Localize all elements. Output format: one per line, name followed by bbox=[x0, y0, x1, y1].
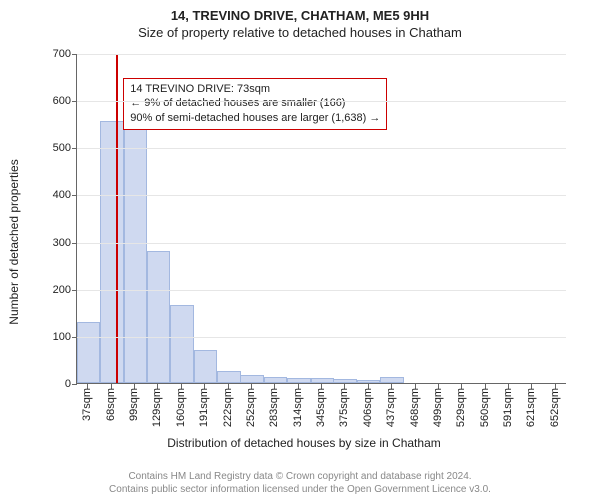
annotation-line2: ← 9% of detached houses are smaller (166… bbox=[130, 96, 380, 111]
xtick-label: 621sqm bbox=[525, 388, 537, 427]
histogram-bar bbox=[287, 378, 311, 383]
annotation-box: 14 TREVINO DRIVE: 73sqm ← 9% of detached… bbox=[123, 78, 387, 131]
xtick-label: 591sqm bbox=[502, 388, 514, 427]
ytick-mark bbox=[72, 337, 77, 338]
xtick-label: 252sqm bbox=[245, 388, 257, 427]
gridline bbox=[77, 101, 566, 102]
histogram-bar bbox=[77, 322, 101, 383]
gridline bbox=[77, 148, 566, 149]
histogram-bar bbox=[333, 379, 357, 383]
xtick-label: 406sqm bbox=[362, 388, 374, 427]
page-title-line2: Size of property relative to detached ho… bbox=[0, 23, 600, 40]
xtick-label: 345sqm bbox=[315, 388, 327, 427]
annotation-line1: 14 TREVINO DRIVE: 73sqm bbox=[130, 82, 380, 97]
gridline bbox=[77, 54, 566, 55]
histogram-bar bbox=[194, 350, 218, 383]
y-axis-label: Number of detached properties bbox=[7, 159, 21, 324]
xtick-label: 160sqm bbox=[175, 388, 187, 427]
histogram-bar bbox=[217, 371, 241, 383]
ytick-mark bbox=[72, 54, 77, 55]
xtick-label: 283sqm bbox=[268, 388, 280, 427]
histogram-bar bbox=[380, 377, 404, 383]
ytick-label: 500 bbox=[53, 142, 71, 154]
footer-line1: Contains HM Land Registry data © Crown c… bbox=[0, 471, 600, 484]
ytick-label: 0 bbox=[65, 378, 71, 390]
histogram-bar bbox=[311, 378, 335, 383]
ytick-label: 600 bbox=[53, 95, 71, 107]
ytick-label: 700 bbox=[53, 48, 71, 60]
xtick-label: 560sqm bbox=[479, 388, 491, 427]
gridline bbox=[77, 337, 566, 338]
ytick-mark bbox=[72, 195, 77, 196]
property-marker-line bbox=[116, 54, 118, 383]
ytick-mark bbox=[72, 243, 77, 244]
footer: Contains HM Land Registry data © Crown c… bbox=[0, 471, 600, 496]
xtick-label: 375sqm bbox=[338, 388, 350, 427]
annotation-line3: 90% of semi-detached houses are larger (… bbox=[130, 111, 380, 126]
xtick-label: 468sqm bbox=[409, 388, 421, 427]
chart-container: Number of detached properties 14 TREVINO… bbox=[32, 44, 576, 440]
histogram-bar bbox=[100, 121, 124, 383]
ytick-mark bbox=[72, 101, 77, 102]
histogram-bar bbox=[264, 377, 288, 383]
ytick-label: 300 bbox=[53, 237, 71, 249]
ytick-mark bbox=[72, 290, 77, 291]
histogram-bar bbox=[124, 124, 148, 383]
x-ticks: 37sqm 68sqm 99sqm 129sqm 160sqm 191sqm 222sqm 2… bbox=[76, 384, 566, 434]
histogram-bar bbox=[147, 251, 171, 383]
histogram-bar bbox=[240, 375, 264, 383]
xtick-label: 499sqm bbox=[432, 388, 444, 427]
footer-line2: Contains public sector information licen… bbox=[0, 484, 600, 497]
xtick-label: 529sqm bbox=[455, 388, 467, 427]
ytick-mark bbox=[72, 148, 77, 149]
gridline bbox=[77, 243, 566, 244]
gridline bbox=[77, 195, 566, 196]
xtick-label: 191sqm bbox=[198, 388, 210, 427]
xtick-label: 68sqm bbox=[105, 388, 117, 421]
xtick-label: 129sqm bbox=[151, 388, 163, 427]
xtick-label: 652sqm bbox=[549, 388, 561, 427]
xtick-label: 222sqm bbox=[222, 388, 234, 427]
page-title-line1: 14, TREVINO DRIVE, CHATHAM, ME5 9HH bbox=[0, 0, 600, 23]
ytick-label: 200 bbox=[53, 284, 71, 296]
plot-area: 14 TREVINO DRIVE: 73sqm ← 9% of detached… bbox=[76, 54, 566, 384]
ytick-label: 100 bbox=[53, 331, 71, 343]
xtick-label: 37sqm bbox=[81, 388, 93, 421]
xtick-label: 314sqm bbox=[292, 388, 304, 427]
histogram-bar bbox=[357, 380, 381, 383]
gridline bbox=[77, 290, 566, 291]
xtick-label: 99sqm bbox=[128, 388, 140, 421]
histogram-bar bbox=[170, 305, 194, 383]
xtick-label: 437sqm bbox=[385, 388, 397, 427]
x-axis-label: Distribution of detached houses by size … bbox=[32, 436, 576, 450]
ytick-label: 400 bbox=[53, 189, 71, 201]
